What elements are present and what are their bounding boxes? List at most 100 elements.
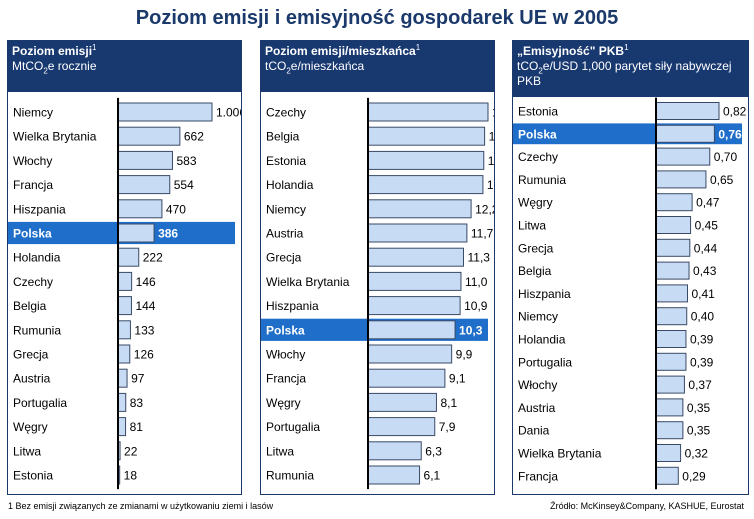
category-label: Grecja bbox=[13, 348, 49, 362]
bar bbox=[117, 223, 155, 243]
footnote: 1 Bez emisji związanych ze zmianami w uż… bbox=[8, 501, 274, 511]
data-label: 13,6 bbox=[487, 178, 494, 192]
bar bbox=[367, 417, 436, 437]
data-label: 0,32 bbox=[685, 447, 709, 461]
data-label: 583 bbox=[176, 154, 196, 168]
data-label: 9,1 bbox=[449, 372, 466, 386]
panel-title-footnote-mark: 1 bbox=[624, 43, 629, 52]
data-label: 662 bbox=[184, 130, 204, 144]
data-label: 0,47 bbox=[696, 196, 720, 210]
category-label: Litwa bbox=[518, 219, 546, 233]
data-label: 386 bbox=[158, 227, 178, 241]
bar bbox=[367, 344, 453, 364]
category-label: Węgry bbox=[13, 420, 48, 434]
category-label: Wielka Brytania bbox=[266, 275, 350, 289]
data-label: 0,70 bbox=[714, 150, 738, 164]
data-label: 1.006 bbox=[216, 106, 241, 120]
panel-title-footnote-mark: 1 bbox=[92, 43, 97, 52]
data-label: 22 bbox=[124, 444, 138, 458]
data-label: 0,37 bbox=[688, 378, 712, 392]
bar bbox=[655, 261, 690, 280]
category-label: Estonia bbox=[13, 469, 53, 483]
bar bbox=[117, 392, 127, 412]
data-label: 0,40 bbox=[691, 310, 715, 324]
category-label: Hiszpania bbox=[13, 202, 66, 216]
bar bbox=[367, 296, 461, 316]
category-label: Belgia bbox=[266, 130, 300, 144]
data-label: 11,3 bbox=[467, 251, 490, 265]
data-label: 0,43 bbox=[693, 264, 717, 278]
gdp-emission-intensity-panel: „Emisyjność" PKB1 tCO2e/USD 1,000 paryte… bbox=[512, 40, 749, 495]
panel-title: Poziom emisji bbox=[12, 44, 93, 58]
panel-header: Poziom emisji/mieszkańca1 tCO2e/mieszkań… bbox=[261, 41, 494, 92]
data-label: 0,44 bbox=[694, 241, 718, 255]
bar bbox=[117, 247, 140, 267]
bar bbox=[367, 223, 468, 243]
category-label: Wielka Brytania bbox=[518, 447, 602, 461]
bar bbox=[367, 392, 437, 412]
bar bbox=[117, 417, 127, 437]
category-label: Holandia bbox=[518, 333, 566, 347]
emissions-per-capita-chart: Czechy 14,2 Belgia 13,8 Estonia 13,7 Holandia 1… bbox=[261, 97, 494, 490]
panel-title-footnote-mark: 1 bbox=[415, 43, 421, 52]
data-label: 6,3 bbox=[425, 444, 442, 458]
data-label: 0,41 bbox=[692, 287, 716, 301]
bar bbox=[117, 320, 131, 340]
category-label: Wielka Brytania bbox=[13, 130, 97, 144]
data-label: 222 bbox=[143, 251, 163, 265]
bar bbox=[655, 238, 691, 257]
category-label: Austria bbox=[13, 372, 51, 386]
category-label: Holandia bbox=[13, 251, 61, 265]
category-label: Francja bbox=[518, 469, 558, 483]
data-label: 8,1 bbox=[440, 396, 457, 410]
data-label: 133 bbox=[134, 323, 154, 337]
category-label: Portugalia bbox=[266, 420, 320, 434]
category-label: Rumunia bbox=[518, 173, 566, 187]
bar bbox=[655, 216, 692, 234]
category-label: Polska bbox=[518, 127, 557, 141]
bar bbox=[655, 284, 688, 303]
category-label: Portugalia bbox=[518, 355, 572, 369]
category-label: Polska bbox=[13, 227, 52, 241]
data-label: 10,3 bbox=[459, 323, 483, 337]
bar bbox=[117, 296, 132, 316]
category-label: Belgia bbox=[13, 299, 47, 313]
category-label: Litwa bbox=[266, 444, 294, 458]
data-label: 0,82 bbox=[723, 105, 747, 119]
data-label: 470 bbox=[166, 202, 186, 216]
data-label: 0,35 bbox=[687, 401, 711, 415]
bar bbox=[367, 465, 421, 485]
gdp-emission-intensity-chart: Estonia 0,82 Polska 0,76 Czechy 0,70 Rumunia 0,… bbox=[513, 97, 747, 490]
emissions-level-chart: Niemcy 1.006 Wielka Brytania 662 Włochy 583 Fr… bbox=[8, 97, 241, 490]
bar bbox=[117, 368, 128, 388]
category-label: Austria bbox=[266, 227, 304, 241]
data-label: 18 bbox=[124, 469, 138, 483]
category-label: Węgry bbox=[266, 396, 301, 410]
category-label: Niemcy bbox=[13, 106, 53, 120]
data-label: 0,45 bbox=[695, 219, 719, 233]
data-label: 81 bbox=[130, 420, 144, 434]
data-label: 0,35 bbox=[687, 424, 711, 438]
data-label: 146 bbox=[136, 275, 156, 289]
category-label: Czechy bbox=[13, 275, 53, 289]
bar bbox=[117, 102, 213, 122]
category-label: Hiszpania bbox=[266, 299, 319, 313]
category-label: Włochy bbox=[13, 154, 52, 168]
bar bbox=[655, 444, 682, 462]
panel-title: „Emisyjność" PKB bbox=[517, 44, 625, 58]
bar bbox=[655, 466, 679, 485]
data-label: 13,7 bbox=[488, 154, 494, 168]
bar bbox=[117, 199, 163, 219]
bar bbox=[367, 199, 472, 219]
chart-title: Poziom emisji i emisyjność gospodarek UE… bbox=[135, 7, 619, 29]
category-label: Węgry bbox=[518, 196, 553, 210]
panel-header: „Emisyjność" PKB1 tCO2e/USD 1,000 paryte… bbox=[513, 41, 748, 97]
panel-unit: MtCO2e rocznie bbox=[12, 59, 97, 76]
data-label: 144 bbox=[135, 299, 155, 313]
data-label: 554 bbox=[174, 178, 194, 192]
category-label: Holandia bbox=[266, 178, 314, 192]
panel-unit: tCO2e/mieszkańca bbox=[265, 59, 365, 76]
data-label: 97 bbox=[131, 372, 145, 386]
category-label: Estonia bbox=[266, 154, 306, 168]
data-label: 11,0 bbox=[465, 275, 488, 289]
